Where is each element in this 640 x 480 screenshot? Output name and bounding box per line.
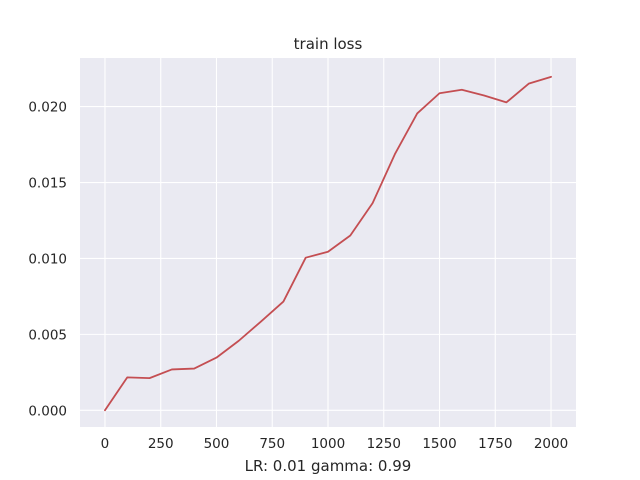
series-layer (104, 75, 552, 412)
loss-series-line (104, 75, 552, 412)
y-tick-label: 0.015 (28, 176, 67, 192)
x-tick-label: 500 (204, 436, 230, 452)
y-tick-labels: 0.000 0.005 0.010 0.015 0.020 (28, 100, 67, 420)
x-tick-label: 2000 (534, 436, 568, 452)
x-tick-label: 750 (259, 436, 285, 452)
x-tick-label: 1250 (367, 436, 401, 452)
x-tick-labels: 0 250 500 750 1000 1250 1500 1750 2000 (101, 436, 569, 452)
x-tick-label: 1000 (311, 436, 345, 452)
x-axis-label: LR: 0.01 gamma: 0.99 (245, 457, 412, 475)
x-tick-label: 1750 (478, 436, 512, 452)
y-tick-label: 0.005 (28, 327, 67, 343)
x-tick-label: 0 (101, 436, 110, 452)
y-tick-label: 0.010 (28, 251, 67, 267)
y-tick-label: 0.000 (28, 403, 67, 419)
x-tick-label: 1500 (422, 436, 456, 452)
grid-lines (80, 58, 576, 427)
y-tick-label: 0.020 (28, 100, 67, 116)
chart-title: train loss (294, 35, 363, 53)
x-tick-label: 250 (148, 436, 174, 452)
